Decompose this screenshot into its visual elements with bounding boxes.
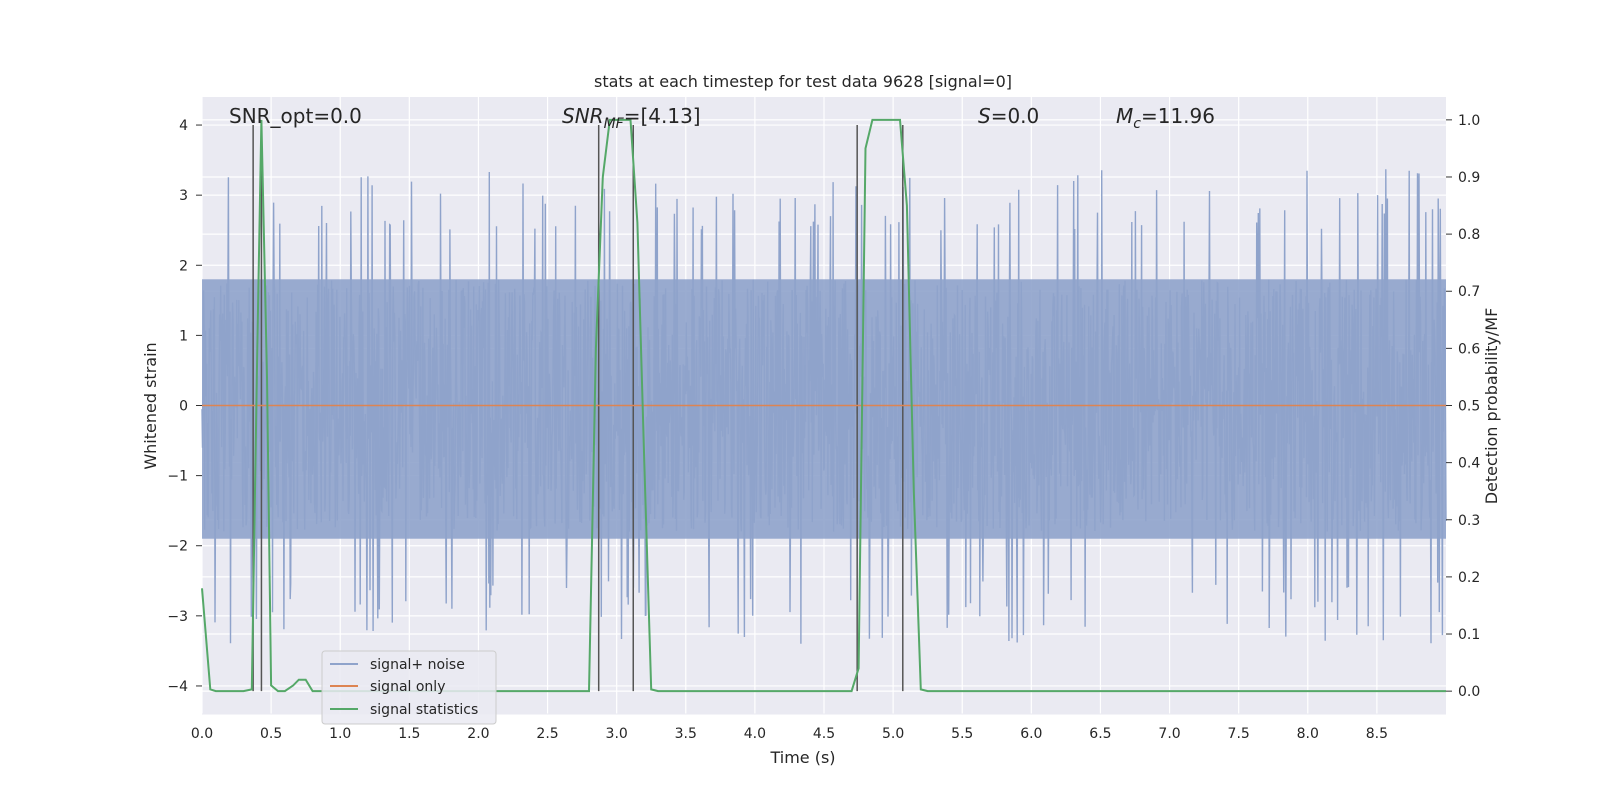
mc-value: =11.96: [1141, 104, 1215, 128]
y-tick-label-right: 1.0: [1458, 113, 1480, 129]
x-tick-label: 3.0: [606, 726, 628, 742]
x-tick-label: 0.5: [260, 726, 282, 742]
y-tick-label-right: 0.2: [1458, 570, 1480, 586]
x-tick-label: 0.0: [191, 726, 213, 742]
annotation-s: S=0.0: [978, 104, 1039, 128]
y-tick-label-right: 0.1: [1458, 627, 1480, 643]
y-axis-label-left: Whitened strain: [141, 342, 160, 469]
x-tick-label: 1.5: [398, 726, 420, 742]
x-tick-label: 4.0: [744, 726, 766, 742]
x-tick-label: 5.0: [882, 726, 904, 742]
y-axis-label-right: Detection probability/MF: [1482, 308, 1501, 505]
x-tick-label: 2.5: [536, 726, 558, 742]
y-tick-label-left: 2: [179, 258, 188, 274]
x-tick-label: 8.0: [1297, 726, 1319, 742]
y-tick-label-left: −3: [167, 609, 188, 625]
x-axis-label: Time (s): [769, 748, 835, 767]
mc-label: M: [1116, 104, 1133, 128]
y-tick-label-right: 0.7: [1458, 284, 1480, 300]
y-tick-label-left: −1: [167, 469, 188, 485]
y-tick-label-right: 0.9: [1458, 170, 1480, 186]
x-tick-label: 2.0: [467, 726, 489, 742]
y-tick-label-right: 0.4: [1458, 456, 1480, 472]
snr-mf-subscript: MF: [604, 116, 625, 132]
annotation-snr-opt: SNR_opt=0.0: [229, 104, 362, 128]
series-lines: [201, 118, 1446, 693]
y-tick-label-right: 0.3: [1458, 513, 1480, 529]
s-label: S: [978, 104, 991, 128]
series-signal-noise: [201, 169, 1447, 644]
y-tick-label-right: 0.5: [1458, 399, 1480, 415]
y-tick-label-left: 3: [179, 188, 188, 204]
x-tick-label: 6.5: [1089, 726, 1111, 742]
x-tick-label: 6.0: [1020, 726, 1042, 742]
s-value: =0.0: [991, 104, 1040, 128]
annotation-mc: Mc=11.96: [1116, 104, 1215, 132]
y-tick-label-left: 1: [179, 328, 188, 344]
x-tick-label: 7.5: [1228, 726, 1250, 742]
y-tick-label-right: 0.8: [1458, 227, 1480, 243]
signal-statistics-line: [201, 118, 1446, 693]
legend-box: [321, 650, 497, 725]
x-tick-label: 1.0: [329, 726, 351, 742]
legend-label-signal: signal only: [370, 679, 445, 695]
chart-title: stats at each timestep for test data 962…: [594, 72, 1012, 91]
annotation-snr-mf: SNRMF=[4.13]: [562, 104, 701, 132]
x-tick-label: 7.0: [1158, 726, 1180, 742]
tick-labels: 0.0 0.5 1.0 1.5 2.0 2.5 3.0 3.5 4.0 4.5 5.0 5.5 6.0 6…: [167, 113, 1480, 742]
y-tick-label-left: −4: [167, 679, 188, 695]
legend-label-noise: signal+ noise: [370, 657, 465, 673]
legend-label-statistics: signal statistics: [370, 702, 478, 718]
x-tick-label: 5.5: [951, 726, 973, 742]
y-tick-label-right: 0.0: [1458, 684, 1480, 700]
y-tick-label-right: 0.6: [1458, 341, 1480, 357]
signal-noise-band: [202, 279, 1446, 539]
x-tick-label: 4.5: [813, 726, 835, 742]
y-tick-label-left: −2: [167, 539, 188, 555]
legend: signal+ noise signal only signal statist…: [321, 650, 497, 725]
y-tick-label-left: 4: [179, 118, 188, 134]
snr-mf-label: SNR: [562, 104, 604, 128]
snr-mf-value: =[4.13]: [624, 104, 701, 128]
x-tick-label: 3.5: [675, 726, 697, 742]
x-tick-label: 8.5: [1366, 726, 1388, 742]
mc-subscript: c: [1133, 116, 1141, 132]
y-tick-label-left: 0: [179, 399, 188, 415]
